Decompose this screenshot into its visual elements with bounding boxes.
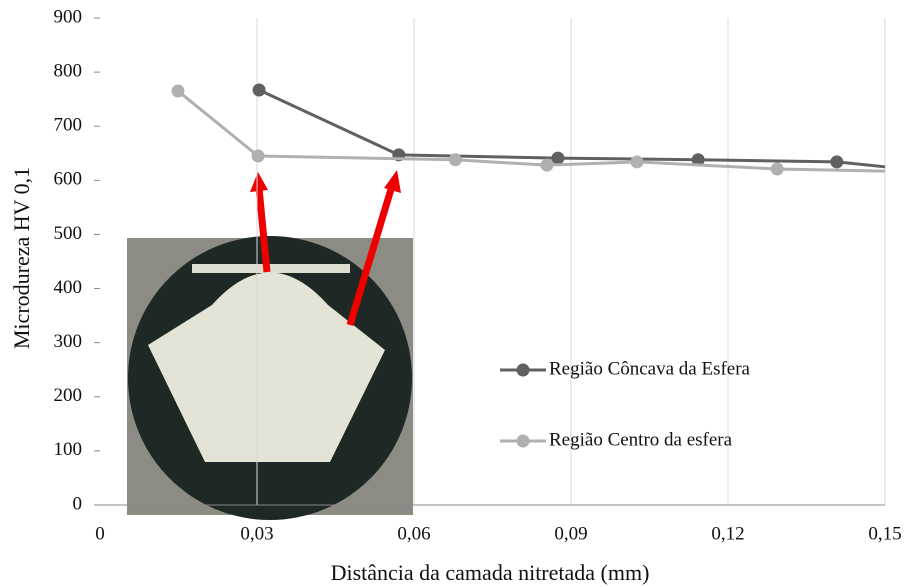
inset-photo [127, 236, 413, 520]
point [770, 162, 784, 176]
x-tick-label: 0 [95, 523, 105, 544]
y-tick-label: 200 [54, 385, 83, 406]
point [540, 158, 554, 172]
x-tick-label: 0,15 [868, 523, 901, 544]
x-tick-label: 0,12 [711, 523, 744, 544]
sample-strip [192, 264, 350, 273]
y-tick-label: 400 [54, 277, 83, 298]
x-tick-label: 0,09 [554, 523, 587, 544]
arrow-head [384, 170, 401, 193]
y-tick-label: 0 [73, 493, 83, 514]
arrows [250, 170, 401, 327]
y-tick-label: 900 [54, 6, 83, 27]
y-tick-label: 700 [54, 115, 83, 136]
y-tick-label: 500 [54, 223, 83, 244]
point [251, 149, 265, 163]
y-tick-label: 800 [54, 60, 83, 81]
arrow [255, 187, 271, 273]
y-tick-label: 100 [54, 439, 83, 460]
x-tick-label: 0,06 [397, 523, 430, 544]
legend-marker [516, 363, 530, 377]
legend-marker [516, 434, 530, 448]
legend-label: Região Côncava da Esfera [549, 358, 751, 379]
point [171, 84, 185, 98]
arrow-head [250, 172, 268, 192]
point [448, 153, 462, 167]
point [551, 151, 565, 165]
sample-shape [148, 272, 385, 462]
y-tick-label: 300 [54, 331, 83, 352]
point [691, 153, 705, 167]
x-axis-title: Distância da camada nitretada (mm) [331, 560, 650, 585]
x-tick-label: 0,03 [240, 523, 273, 544]
point [630, 155, 644, 169]
arrow [346, 184, 396, 327]
point [830, 155, 844, 169]
legend-label: Região Centro da esfera [549, 429, 733, 450]
y-axis-title: Microdureza HV 0,1 [9, 167, 34, 349]
series-line [258, 88, 886, 169]
y-tick-label: 600 [54, 169, 83, 190]
point [252, 83, 266, 97]
